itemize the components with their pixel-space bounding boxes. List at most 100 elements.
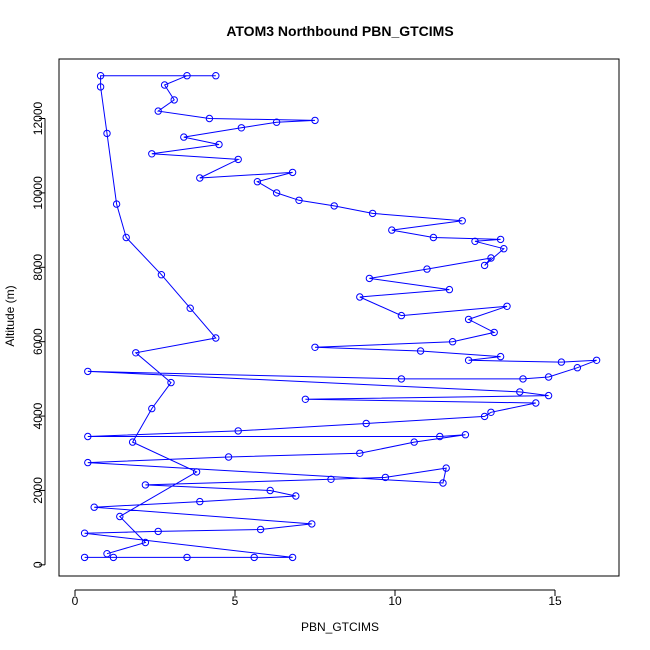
data-point [416,347,425,355]
data-point [544,373,553,381]
data-point [96,83,105,91]
data-point [442,464,450,472]
data-point [215,140,223,149]
data-point [237,124,246,132]
data-point [141,481,150,489]
series-line [84,75,597,558]
data-point [96,72,105,80]
data-point [141,538,150,547]
data-point [330,202,338,210]
data-point [84,432,92,441]
chart-title: ATOM3 Northbound PBN_GTCIMS [226,23,453,39]
data-point [234,155,242,164]
data-point [448,338,457,346]
data-point [496,352,505,361]
data-point [503,302,511,310]
x-tick-label: 5 [232,594,239,608]
data-point [183,553,191,562]
data-point [250,553,258,562]
data-point [148,404,156,413]
data-point [557,358,566,366]
data-point [103,129,111,138]
data-point [167,378,175,387]
data-point [388,226,396,234]
data-point [256,525,265,534]
data-point [122,233,130,242]
data-point [368,209,377,218]
data-point [327,475,335,483]
data-point [532,399,540,407]
y-tick-label: 12000 [31,102,45,136]
plot-frame [58,58,620,577]
data-point [212,72,220,80]
data-point [196,174,204,182]
data-point [381,473,390,482]
data-point [356,449,364,457]
data-point [592,356,601,364]
data-point [423,265,431,273]
y-tick-label: 8000 [31,254,45,281]
data-point [480,261,489,270]
data-point [301,395,310,403]
y-tick-label: 0 [31,561,45,568]
data-point [464,315,473,324]
x-tick-label: 0 [72,594,79,608]
data-point [157,271,166,279]
data-point [464,356,473,364]
data-point [480,412,489,421]
data-point [487,408,495,416]
x-axis-label: PBN_GTCIMS [301,620,379,634]
data-point [496,235,505,244]
data-point [128,438,137,446]
data-point [500,245,508,253]
y-tick-label: 2000 [31,477,45,504]
data-point [160,81,169,89]
data-point [573,364,582,372]
data-point [148,150,156,158]
data-point [311,116,319,125]
data-point [80,529,89,537]
data-point [90,503,98,511]
y-axis-label: Altitude (m) [3,285,17,346]
data-point [212,334,220,342]
data-point [272,189,281,197]
data-point [224,453,233,461]
data-point [288,553,297,562]
data-point [461,431,470,439]
data-point [410,438,418,446]
data-point [487,254,495,262]
data-point [365,274,374,283]
data-point [288,168,297,177]
data-point [154,527,162,536]
data-point [186,304,194,312]
data-point [84,367,92,376]
data-point [471,237,479,246]
data-point [292,492,300,500]
data-point [154,107,162,115]
data-point [192,468,201,476]
y-tick-label: 4000 [31,402,45,429]
data-point [397,311,406,320]
plot-area [80,72,601,562]
data-point [295,196,303,205]
x-tick-label: 15 [548,594,562,608]
data-point [272,118,281,126]
data-point [132,349,140,357]
data-point [170,96,178,104]
data-point [356,293,364,301]
data-point [308,520,316,528]
data-point [112,200,121,208]
data-point [516,388,524,396]
data-point [116,512,124,521]
data-point [84,458,92,467]
data-point [103,550,111,558]
y-tick-label: 10000 [31,176,45,210]
data-point [397,375,406,383]
data-point [445,285,454,294]
data-point [205,114,214,123]
data-point [180,133,188,141]
data-point [109,553,118,562]
data-point [436,432,444,441]
